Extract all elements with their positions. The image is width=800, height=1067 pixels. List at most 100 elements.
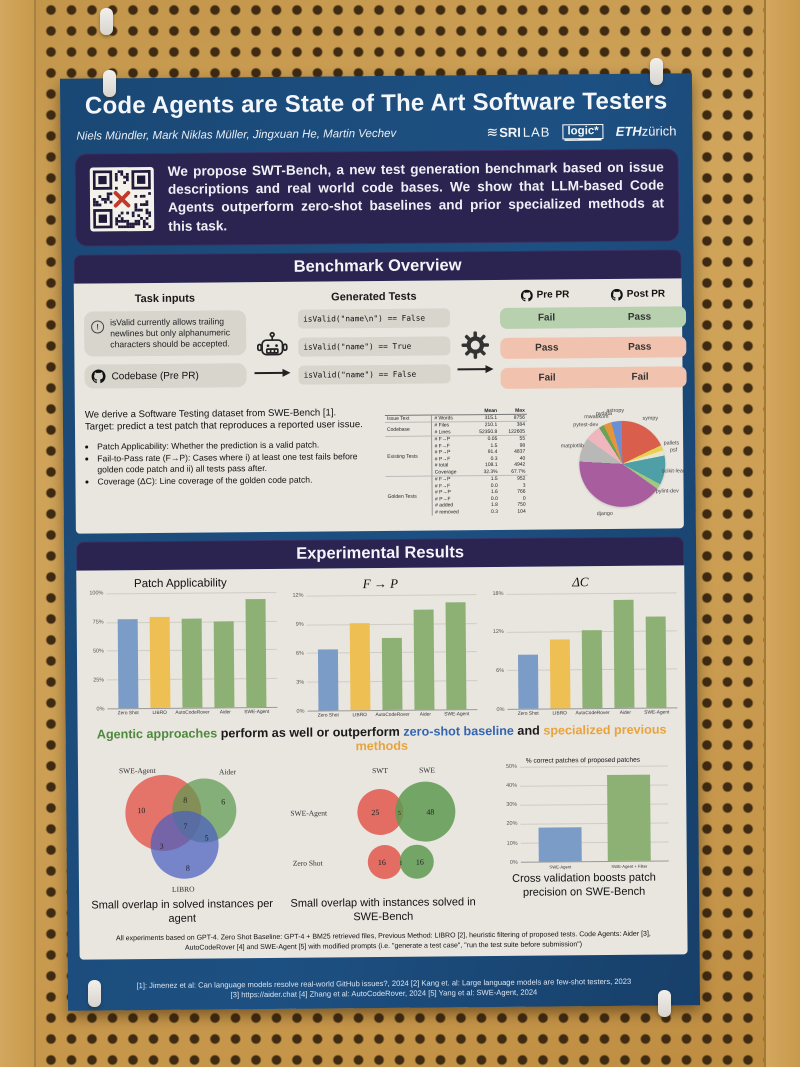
venn2-row1-label: SWE-Agent <box>290 808 328 817</box>
venn-count: 6 <box>221 797 225 806</box>
bar-chart: 0% 6% 12% 18% Zero Shot LIBRO AutoCodeRover Aid… <box>484 591 678 717</box>
venn-count: 48 <box>426 807 434 816</box>
pie-slice-label: sympy <box>642 415 659 422</box>
venn-count: 5 <box>398 811 401 817</box>
dataset-stats-table: Mean Max Issue Text # Words 315.1 8756 Codebas… <box>384 406 528 517</box>
venn-count: 8 <box>186 863 190 872</box>
chart-title: ΔC <box>572 573 589 590</box>
venn-count: 8 <box>183 796 187 805</box>
issue-info-icon: ! <box>91 320 105 334</box>
chart-fail-to-pass: F → P 0% 3% 6% 9% 12% Zero Shot LIBRO AutoCodeR… <box>284 575 478 719</box>
venn-count: 3 <box>160 842 164 851</box>
venn-label-libro: LIBRO <box>172 884 195 893</box>
generated-test-1: isValid("name\n") == False <box>297 308 451 329</box>
eth-logo: ETHzürich <box>616 123 677 139</box>
benchmark-overview-panel: Task inputs ! isValid currently allows t… <box>73 278 688 534</box>
precision-chart-block: % correct patches of proposed patches 0%… <box>488 756 679 900</box>
takeaway-segment: Agentic approaches <box>96 726 218 742</box>
venn-label-swe-agent: SWE-Agent <box>119 766 157 775</box>
task-inputs-label: Task inputs <box>134 292 196 305</box>
venn2-col-swt: SWT <box>372 766 388 775</box>
wall-left-edge <box>0 0 36 1067</box>
research-poster: Code Agents are State of The Art Softwar… <box>59 73 701 1011</box>
issue-box: ! isValid currently allows trailing newl… <box>83 309 247 357</box>
venn-count: 16 <box>378 858 386 867</box>
pie-slice-label: django <box>596 510 613 517</box>
robot-icon <box>256 331 288 356</box>
references: [1]: Jimenez et al: Can language models … <box>80 972 688 1005</box>
codebase-label: Codebase (Pre PR) <box>111 370 199 383</box>
chart-coverage: ΔC 0% 6% 12% 18% Zero Shot LIBRO AutoCodeRover… <box>484 573 678 717</box>
chart-patch-applicability: Patch Applicability 0% 25% 50% 75% 100% Zero … <box>84 577 278 721</box>
poster-authors: Niels Mündler, Mark Niklas Müller, Jingx… <box>76 127 397 143</box>
pie-slice-label: pytest-dev <box>573 422 599 429</box>
arrow-right-icon <box>457 364 494 373</box>
venn-count: 10 <box>137 806 145 815</box>
pre-pr-label: Pre PR <box>536 289 570 301</box>
poster-header: Code Agents are State of The Art Softwar… <box>72 81 680 144</box>
dataset-description: We derive a Software Testing dataset fro… <box>85 407 378 489</box>
poster-title: Code Agents are State of The Art Softwar… <box>84 87 668 120</box>
eth-bold: ETH <box>615 123 642 139</box>
generated-test-2: isValid("name") == True <box>298 336 451 357</box>
qr-code-icon <box>89 167 155 232</box>
logo-row: ≋ SRI LAB logic* ETHzürich <box>486 122 676 141</box>
venn-count: 25 <box>371 808 379 817</box>
bar-chart: 0% 10% 20% 30% 40% 50% SWE-Agent SWE-Agent + Fi… <box>498 764 669 869</box>
venn-count: 1 <box>399 861 402 867</box>
generated-tests-column: Generated Tests isValid("name\n") == Fal… <box>297 288 451 399</box>
mounting-clip <box>103 70 116 97</box>
generated-tests-label: Generated Tests <box>331 290 417 304</box>
caption-precision: Cross validation boosts patch precision … <box>512 871 656 899</box>
mounting-clip <box>658 990 671 1017</box>
takeaway-segment: zero-shot baseline <box>403 723 514 739</box>
venn-benchmarks-block: SWT SWE SWE-Agent 25 5 48 Zero Shot 16 1… <box>282 758 483 925</box>
abstract-box: We propose SWT-Bench, a new test generat… <box>74 148 680 247</box>
github-icon <box>91 369 106 384</box>
chart-title: Patch Applicability <box>133 577 227 590</box>
srilab-lab-text: LAB <box>522 124 551 140</box>
venn2-row2-label: Zero Shot <box>293 858 324 867</box>
pre-pr-result: Fail <box>538 372 556 384</box>
bar-chart: 0% 3% 6% 9% 12% Zero Shot LIBRO AutoCodeRover Ai… <box>284 592 478 719</box>
github-icon <box>520 289 533 302</box>
post-pr-result: Fail <box>631 371 649 383</box>
srilab-mark-icon: ≋ <box>486 123 498 141</box>
mounting-clip <box>100 8 113 35</box>
pie-slice-label: scikit-learn <box>661 468 688 475</box>
test-result-row-2: Pass Pass <box>500 336 687 359</box>
eth-zurich: zürich <box>641 123 677 139</box>
agent-column <box>250 290 295 400</box>
caption-venn-benchmarks: Small overlap with instances solved in S… <box>290 895 476 923</box>
srilab-logo: ≋ SRI LAB <box>486 123 550 141</box>
chart-title: % correct patches of proposed patches <box>525 756 641 765</box>
mounting-clip <box>88 980 101 1007</box>
logic-logo: logic* <box>562 124 604 140</box>
test-result-row-1: Fail Pass <box>499 306 687 329</box>
experimental-results-panel: Patch Applicability 0% 25% 50% 75% 100% Zero … <box>76 565 688 960</box>
task-inputs-column: Task inputs ! isValid currently allows t… <box>83 290 247 401</box>
venn-diagram-agents: SWE-Agent Aider LIBRO 10 8 6 7 3 5 8 <box>119 766 237 894</box>
pre-pr-header: Pre PR <box>520 289 570 302</box>
pie-slice-label: psf <box>669 447 678 454</box>
post-pr-result: Pass <box>628 341 652 353</box>
bar-chart: 0% 25% 50% 75% 100% Zero Shot LIBRO AutoCodeRov… <box>84 590 278 717</box>
takeaway-statement: Agentic approaches perform as well or ou… <box>86 722 678 755</box>
venn-count: 7 <box>183 822 187 831</box>
dataset-description-text: We derive a Software Testing dataset fro… <box>84 407 363 433</box>
chart-title: F → P <box>362 575 399 591</box>
venn2-circle-swt-agent <box>357 788 404 835</box>
takeaway-segment: and <box>513 723 544 738</box>
gear-icon <box>461 331 490 359</box>
pie-slice-label: astropy <box>606 408 625 415</box>
venn2-circle-swe-zeroshot <box>399 844 434 879</box>
caption-venn-agents: Small overlap in solved instances per ag… <box>91 897 274 925</box>
mounting-clip <box>650 58 663 85</box>
test-result-row-3: Fail Fail <box>500 366 687 389</box>
repository-pie-chart: sympy pallets psf scikit-learn pylint-dev dja… <box>535 404 688 523</box>
venn-agents-block: SWE-Agent Aider LIBRO 10 8 6 7 3 5 8 Sma… <box>86 760 277 927</box>
arrow-right-icon <box>254 368 291 377</box>
venn2-circle-swe-agent <box>395 781 456 842</box>
post-pr-label: Post PR <box>626 288 666 301</box>
bullet-coverage: Coverage (ΔC): Line coverage of the gold… <box>97 474 377 488</box>
